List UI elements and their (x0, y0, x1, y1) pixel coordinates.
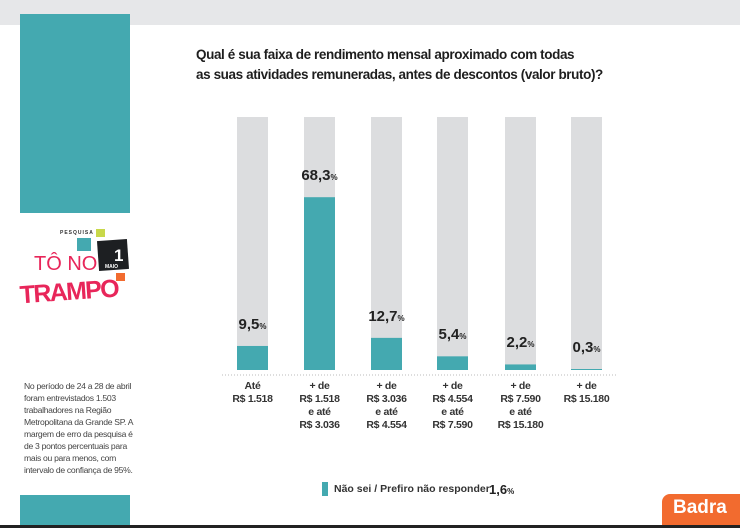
legend-value: 1,6% (489, 482, 515, 497)
category-label: + de R$ 1.518 e até R$ 3.036 (299, 380, 340, 431)
chart-title-line: as suas atividades remuneradas, antes de… (196, 67, 603, 82)
svg-text:1: 1 (114, 246, 123, 265)
svg-text:TRAMPO: TRAMPO (19, 274, 121, 306)
bar (371, 337, 402, 370)
chart-title: Qual é sua faixa de rendimento mensal ap… (196, 45, 603, 85)
svg-text:PESQUISA: PESQUISA (60, 230, 94, 236)
legend-label: Não sei / Prefiro não responder (334, 483, 490, 495)
legend-item: Não sei / Prefiro não responder (322, 482, 490, 496)
data-label: 5,4% (438, 326, 467, 344)
bar-track (237, 117, 268, 370)
category-label: + de R$ 15.180 (563, 380, 610, 405)
category-label: Até R$ 1.518 (232, 380, 273, 405)
svg-text:TÔ NO: TÔ NO (34, 252, 97, 275)
bar (571, 369, 602, 370)
bar (505, 364, 536, 370)
svg-text:MAIO: MAIO (105, 264, 118, 270)
to-no-trampo-logo: PESQUISA 1 MAIO TÔ NO TRAMPO (19, 229, 130, 306)
bar-track (437, 117, 468, 370)
data-label: 2,2% (506, 334, 535, 352)
bar-track (571, 117, 602, 370)
bar (304, 197, 335, 370)
data-label: 12,7% (368, 307, 405, 325)
bar-track (371, 117, 402, 370)
data-label: 0,3% (572, 339, 601, 356)
legend-swatch (322, 482, 328, 496)
badra-logo: Badra (662, 494, 740, 526)
decorative-block-bottom (20, 495, 130, 528)
data-label: 9,5% (238, 315, 267, 333)
bottom-line (0, 525, 740, 528)
bar-track (505, 117, 536, 370)
category-label: + de R$ 4.554 e até R$ 7.590 (432, 380, 473, 431)
chart-title-line: Qual é sua faixa de rendimento mensal ap… (196, 47, 575, 62)
data-label: 68,3% (301, 167, 338, 185)
category-label: + de R$ 7.590 e até R$ 15.180 (497, 380, 544, 431)
category-label: + de R$ 3.036 e até R$ 4.554 (366, 380, 407, 431)
bar (437, 356, 468, 370)
decorative-block-top (20, 14, 130, 213)
bar (237, 345, 268, 370)
methodology-note: No período de 24 a 28 de abril foram ent… (24, 381, 133, 475)
